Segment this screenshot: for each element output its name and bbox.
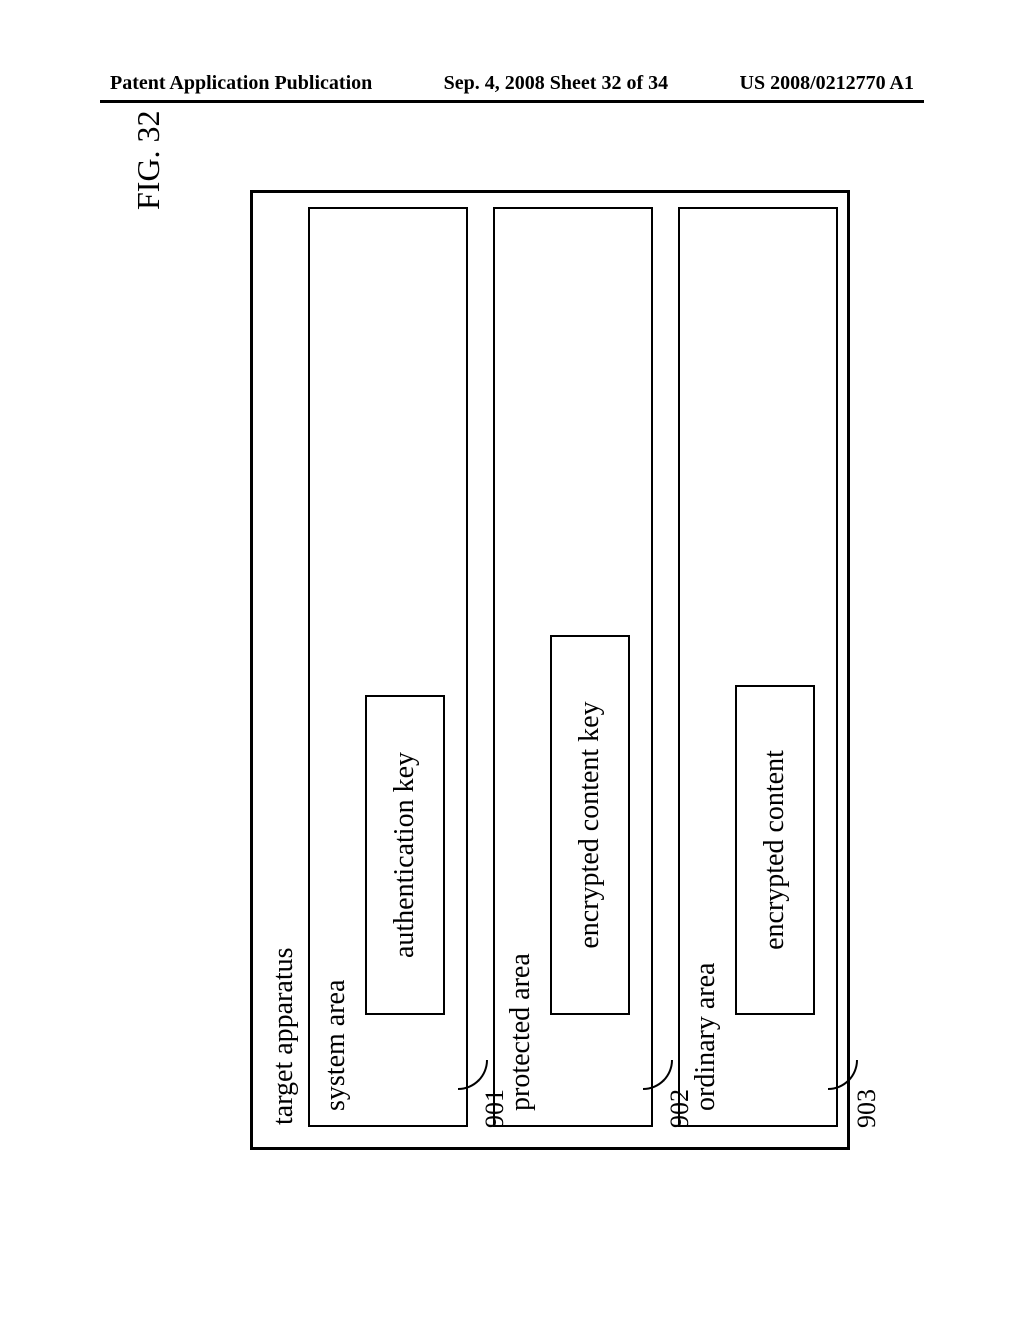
page: Patent Application Publication Sep. 4, 2…: [0, 0, 1024, 1320]
refnum-901: 901: [480, 1089, 510, 1128]
refnum-902: 902: [665, 1089, 695, 1128]
leader-903: [828, 1060, 858, 1090]
refnum-903: 903: [852, 1089, 882, 1128]
figure-label: FIG. 32: [130, 110, 167, 210]
encrypted-content-key-box: encrypted content key: [550, 635, 630, 1015]
target-apparatus-box: target apparatus system area authenticat…: [250, 190, 850, 1150]
diagram: target apparatus system area authenticat…: [240, 180, 890, 1160]
protected-area-label: protected area: [505, 953, 537, 1111]
encrypted-content-key-label: encrypted content key: [574, 701, 606, 948]
encrypted-content-label: encrypted content: [759, 750, 791, 950]
header-rule: [100, 100, 924, 103]
header-left: Patent Application Publication: [110, 72, 372, 95]
system-area-label: system area: [320, 980, 352, 1111]
authentication-key-box: authentication key: [365, 695, 445, 1015]
protected-area-box: protected area encrypted content key: [493, 207, 653, 1127]
encrypted-content-box: encrypted content: [735, 685, 815, 1015]
target-apparatus-label: target apparatus: [268, 947, 300, 1125]
page-header: Patent Application Publication Sep. 4, 2…: [0, 72, 1024, 95]
system-area-box: system area authentication key: [308, 207, 468, 1127]
authentication-key-label: authentication key: [389, 752, 421, 958]
header-right: US 2008/0212770 A1: [740, 72, 914, 95]
header-center: Sep. 4, 2008 Sheet 32 of 34: [444, 72, 668, 95]
figure-area: FIG. 32 target apparatus system area aut…: [130, 180, 890, 1180]
ordinary-area-box: ordinary area encrypted content: [678, 207, 838, 1127]
diagram-stage: target apparatus system area authenticat…: [240, 180, 890, 1160]
